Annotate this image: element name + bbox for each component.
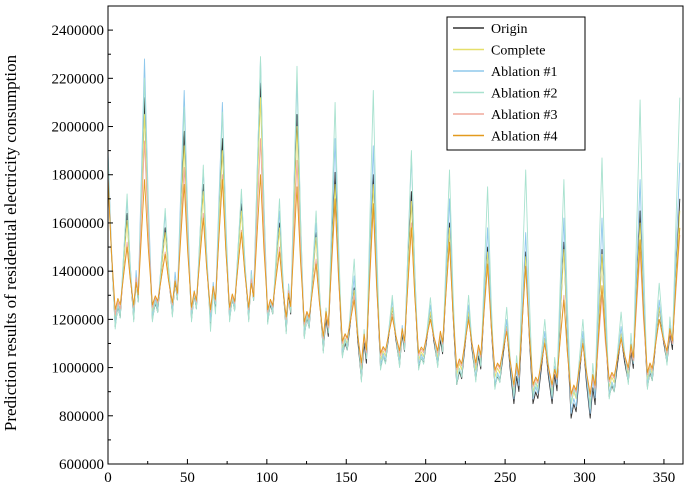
y-tick-label: 1400000 <box>52 264 105 280</box>
legend-label-ablation-3: Ablation #3 <box>491 108 558 123</box>
series-line-complete <box>107 97 681 405</box>
x-tick-label: 0 <box>104 470 112 486</box>
y-axis-title: Prediction results of residential electr… <box>1 54 20 431</box>
legend-label-ablation-1: Ablation #1 <box>491 65 558 80</box>
y-tick-label: 1000000 <box>52 361 105 377</box>
legend-label-origin: Origin <box>491 22 528 37</box>
x-tick-label: 100 <box>256 470 279 486</box>
legend: Origin Complete Ablation #1 Ablation #2 Abla… <box>446 16 586 151</box>
series-line-ablation-1 <box>107 58 681 414</box>
x-tick-label: 200 <box>414 470 437 486</box>
y-tick-label: 1200000 <box>52 312 105 328</box>
y-tick-label: 1600000 <box>52 216 105 232</box>
legend-label-complete: Complete <box>491 44 545 59</box>
legend-label-ablation-4: Ablation #4 <box>491 130 558 145</box>
x-tick-label: 150 <box>335 470 358 486</box>
y-tick-label: 2200000 <box>52 71 105 87</box>
series-line-ablation-3 <box>107 138 681 397</box>
y-tick-label: 2400000 <box>52 23 105 39</box>
series-line-ablation-2 <box>107 56 681 410</box>
y-tick-label: 600000 <box>59 457 104 473</box>
series-layer <box>107 56 681 419</box>
y-tick-label: 2000000 <box>52 120 105 136</box>
x-tick-label: 300 <box>573 470 596 486</box>
y-tick-label: 800000 <box>59 409 104 425</box>
legend-box <box>446 16 586 151</box>
axis-ticks: 0 50 100 150 200 250 300 350 600000 800000 1000000… <box>52 23 676 486</box>
x-tick-label: 250 <box>494 470 517 486</box>
plot-frame <box>107 5 684 465</box>
x-tick-label: 350 <box>653 470 676 486</box>
series-line-origin <box>107 82 681 419</box>
legend-label-ablation-2: Ablation #2 <box>491 87 558 102</box>
y-tick-label: 1800000 <box>52 168 105 184</box>
x-tick-label: 50 <box>180 470 195 486</box>
series-line-ablation-4 <box>107 174 681 395</box>
